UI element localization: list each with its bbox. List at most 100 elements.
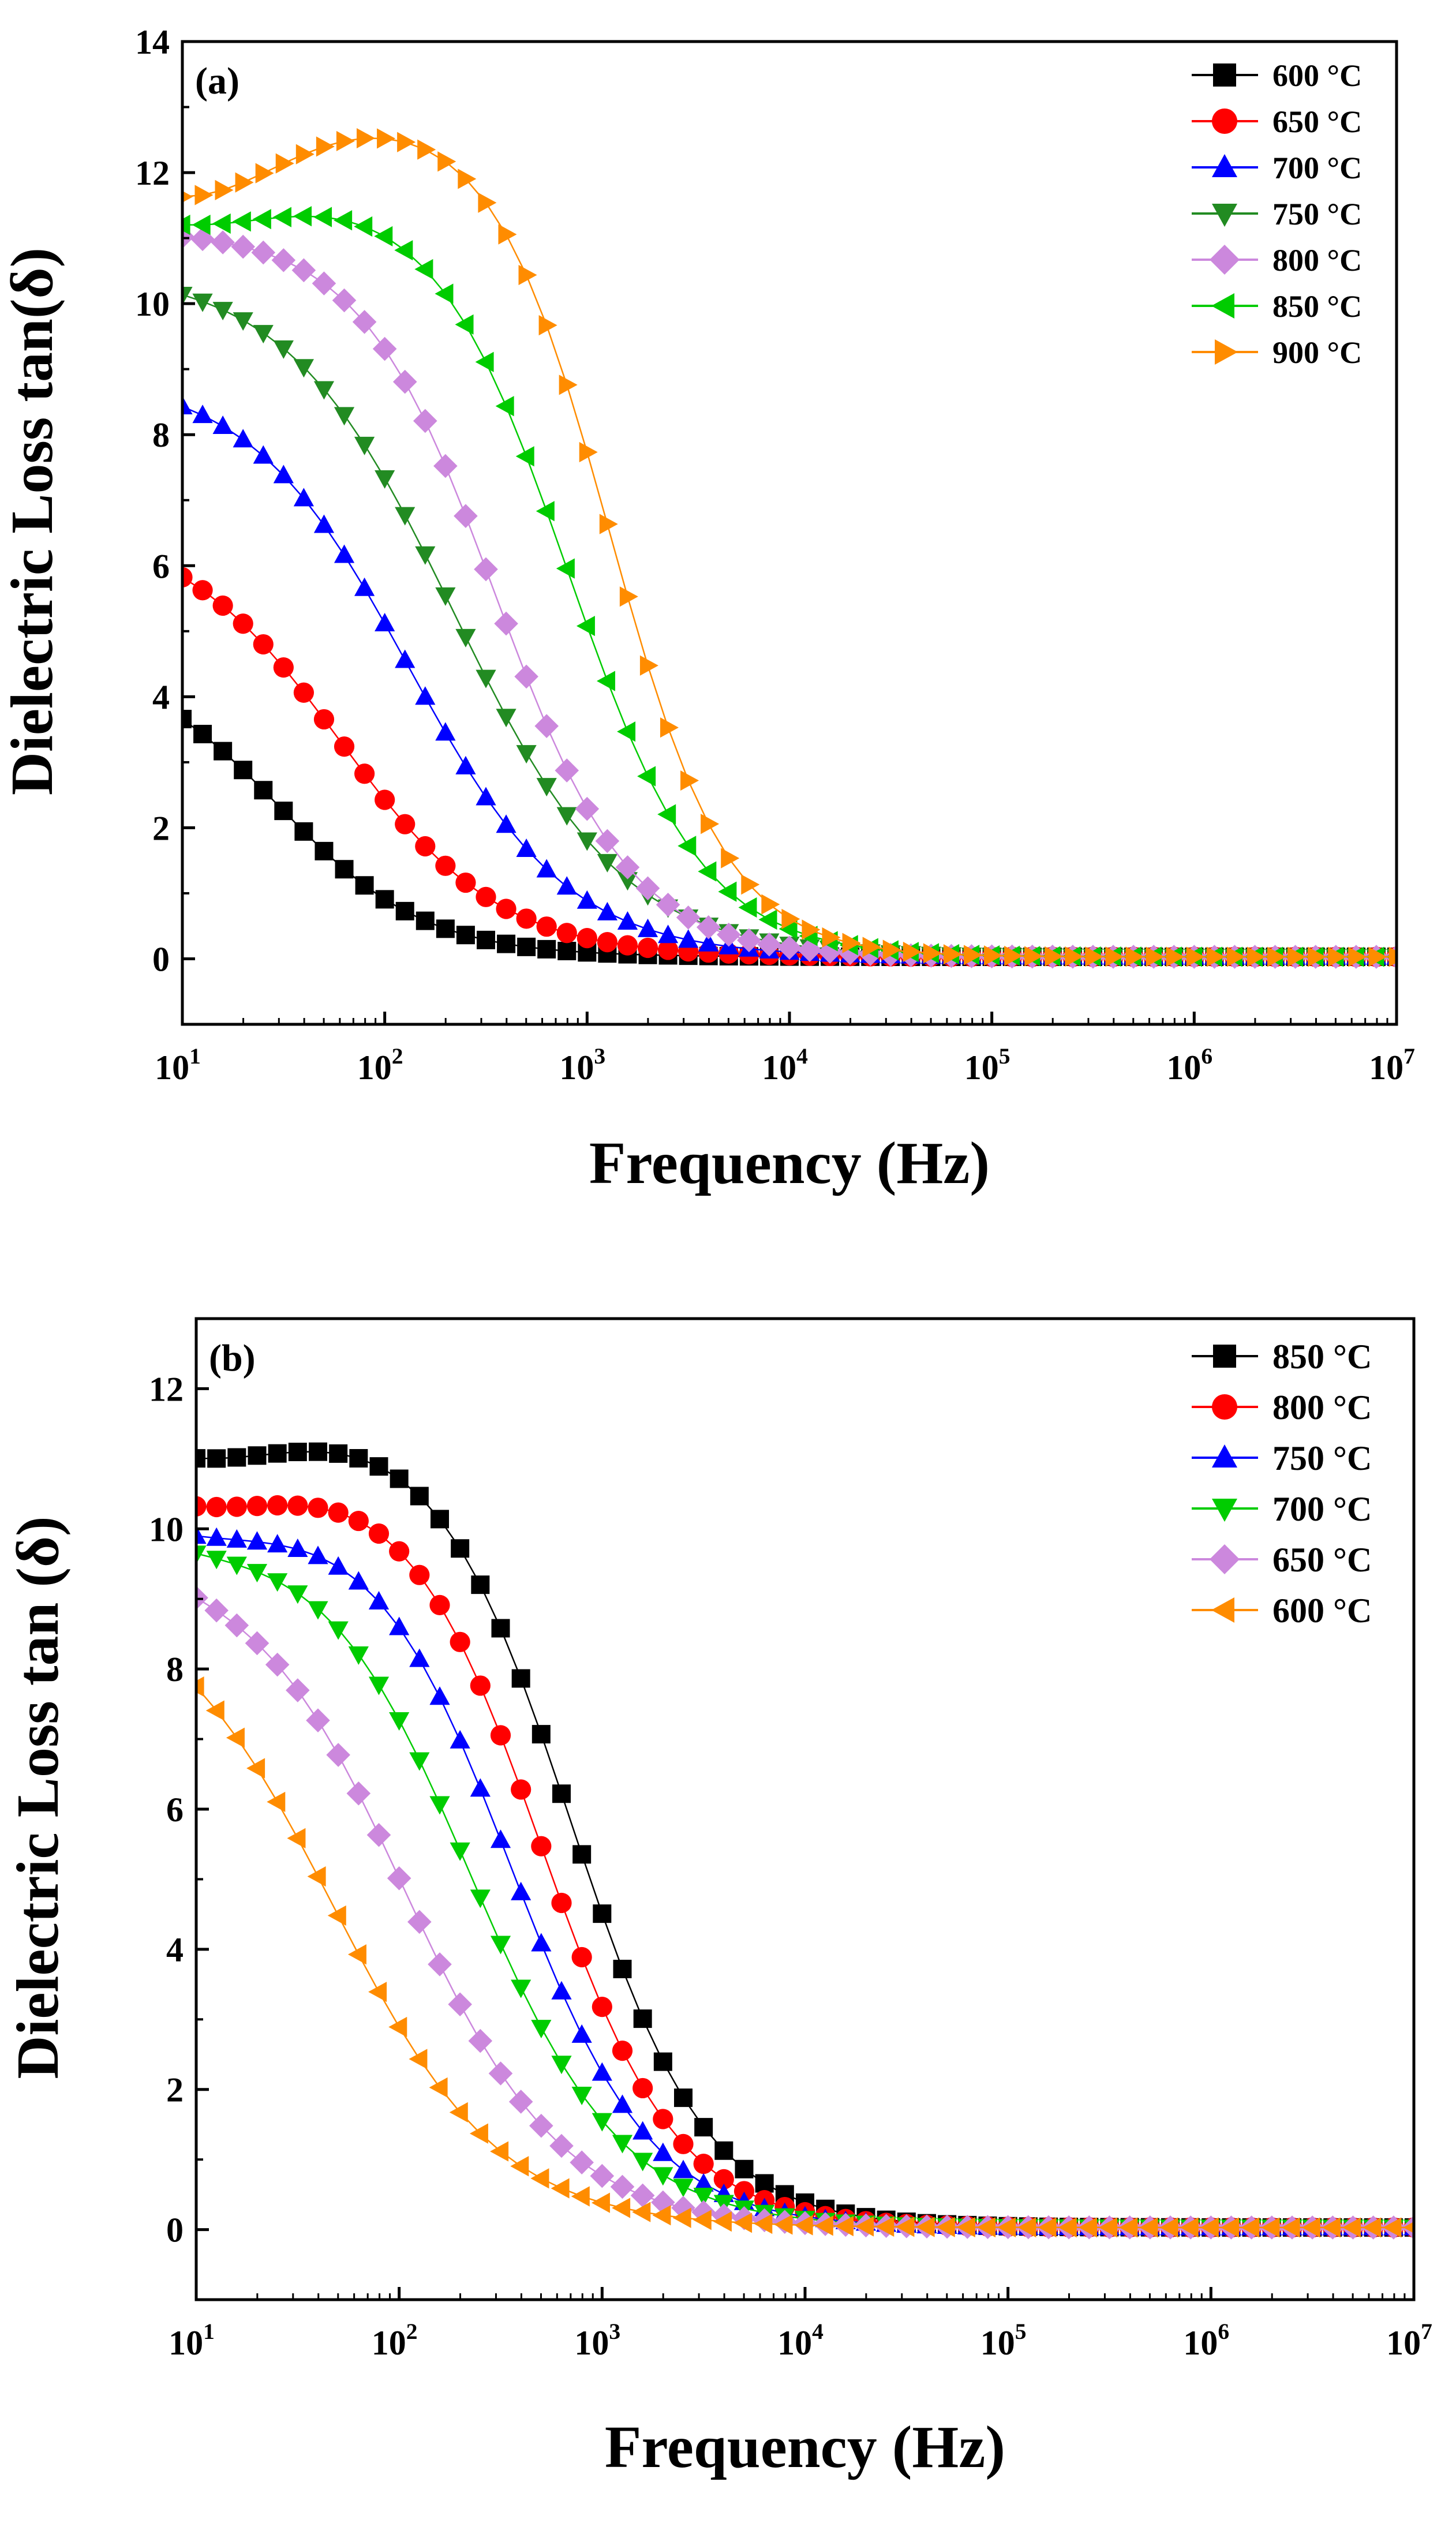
- data-point: [226, 1727, 245, 1748]
- x-tick-exponent: 7: [1421, 2319, 1432, 2344]
- data-point: [415, 686, 436, 705]
- data-point: [329, 1444, 348, 1463]
- data-point: [1180, 2217, 1199, 2238]
- data-point: [632, 2153, 653, 2172]
- x-tick-exponent: 5: [1015, 2319, 1027, 2344]
- data-point: [534, 714, 559, 738]
- data-point: [738, 897, 757, 918]
- y-axis-title: Dielectric Loss tan (δ): [5, 1516, 71, 2079]
- data-point: [997, 2217, 1016, 2238]
- data-point: [1281, 2217, 1300, 2238]
- x-tick-label: 101: [155, 1043, 201, 1087]
- series-750C: [196, 1525, 1414, 2236]
- legend-item: 650 °C: [1192, 1541, 1372, 1579]
- data-point: [428, 1952, 452, 1977]
- data-point: [597, 671, 615, 691]
- x-tick-mantissa: 10: [357, 1049, 392, 1087]
- data-point: [309, 1442, 327, 1461]
- data-point: [822, 927, 841, 948]
- data-point: [814, 2215, 833, 2236]
- data-point: [698, 861, 717, 882]
- data-point: [653, 2142, 673, 2161]
- data-point: [672, 2207, 691, 2228]
- data-point: [254, 781, 273, 800]
- data-point: [368, 1676, 390, 1695]
- data-point: [206, 1551, 227, 1570]
- data-point: [245, 1631, 270, 1656]
- data-point: [468, 2028, 493, 2053]
- x-tick-mantissa: 10: [1183, 2324, 1218, 2362]
- data-point: [713, 2211, 732, 2232]
- data-point: [495, 396, 514, 417]
- legend-marker: [1213, 63, 1236, 87]
- data-point: [551, 2056, 572, 2075]
- x-tick-label: 106: [1166, 1043, 1212, 1087]
- data-point: [192, 293, 213, 312]
- legend-marker: [1211, 293, 1234, 319]
- data-point: [571, 2186, 590, 2207]
- data-point: [267, 1495, 288, 1516]
- series-line: [196, 1535, 1414, 2229]
- data-point: [516, 745, 537, 764]
- data-point: [196, 1545, 207, 1564]
- data-point: [313, 709, 335, 730]
- legend-label: 850 °C: [1272, 1338, 1372, 1376]
- x-tick-mantissa: 10: [762, 1049, 796, 1087]
- data-point: [595, 829, 620, 854]
- data-point: [597, 901, 617, 920]
- data-point: [415, 546, 436, 565]
- data-point: [1403, 2221, 1414, 2234]
- y-tick-label: 6: [166, 1791, 184, 1829]
- data-point: [757, 932, 781, 957]
- y-tick-label: 2: [166, 2071, 184, 2109]
- data-point: [291, 258, 316, 283]
- data-point: [392, 369, 417, 394]
- data-point: [348, 1571, 369, 1590]
- data-point: [1186, 946, 1205, 967]
- data-point: [326, 1743, 350, 1767]
- data-point: [354, 577, 375, 596]
- y-tick-label: 2: [152, 809, 170, 847]
- data-point: [1348, 946, 1367, 967]
- data-point: [693, 2154, 714, 2174]
- data-point: [451, 1539, 470, 1558]
- panel-label: (b): [209, 1337, 256, 1379]
- x-tick-exponent: 4: [812, 2319, 824, 2344]
- data-point: [388, 2016, 407, 2038]
- data-point: [794, 2215, 813, 2236]
- data-point: [1221, 2217, 1240, 2238]
- data-point: [714, 2141, 733, 2160]
- data-point: [923, 943, 942, 964]
- x-tick-exponent: 3: [609, 2319, 620, 2344]
- data-point: [233, 429, 253, 448]
- data-point: [182, 567, 193, 587]
- data-point: [224, 1613, 249, 1638]
- data-point: [559, 375, 578, 395]
- data-point: [737, 928, 761, 953]
- data-point: [287, 1495, 308, 1516]
- data-point: [294, 822, 313, 841]
- data-point: [306, 1708, 330, 1732]
- x-tick-label: 107: [1369, 1043, 1415, 1087]
- data-point: [619, 586, 638, 607]
- data-point: [313, 207, 332, 227]
- data-point: [395, 649, 416, 668]
- data-point: [293, 206, 312, 227]
- data-point: [556, 923, 577, 944]
- data-point: [597, 932, 617, 953]
- data-point: [288, 1442, 307, 1461]
- y-axis-title: Dielectric Loss tan(δ): [0, 248, 65, 795]
- series-line: [182, 406, 1397, 958]
- data-point: [1065, 946, 1084, 967]
- data-point: [470, 1675, 491, 1696]
- data-point: [308, 1601, 328, 1620]
- x-tick-mantissa: 10: [155, 1049, 189, 1087]
- data-point: [673, 2159, 694, 2178]
- data-point: [287, 1538, 308, 1558]
- y-tick-label: 10: [149, 1510, 184, 1548]
- y-tick-label: 0: [152, 940, 170, 978]
- data-point: [610, 2174, 635, 2199]
- legend-marker: [1212, 108, 1237, 134]
- data-point: [336, 130, 355, 152]
